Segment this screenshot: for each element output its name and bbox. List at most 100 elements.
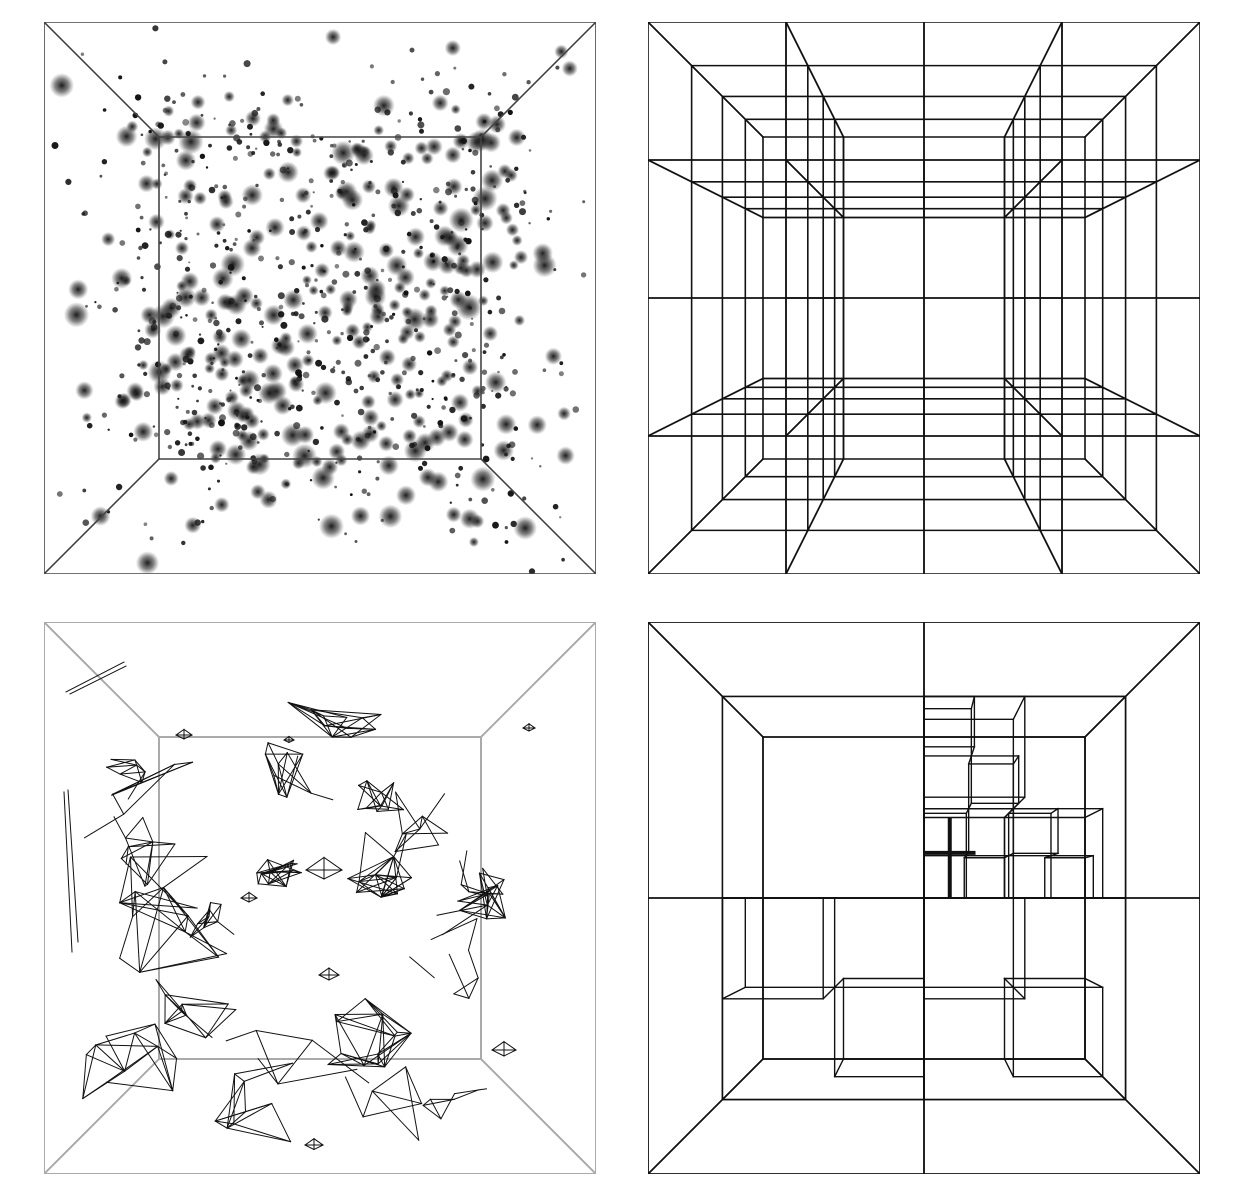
particle-dot [256, 107, 261, 111]
particle-blob [418, 288, 431, 302]
particle-dot [414, 328, 418, 333]
particle-dot [473, 392, 480, 399]
particle-dot [181, 540, 186, 546]
tetra-edge [248, 897, 258, 903]
mesh-edge [127, 841, 154, 848]
particle-dot [143, 391, 150, 398]
particle-dot [302, 371, 310, 379]
particle-blob [513, 250, 529, 265]
particle-dot [509, 390, 516, 397]
particle-dot [177, 397, 180, 400]
particle-dot [494, 105, 500, 112]
mesh-edge [357, 780, 368, 787]
mesh-edge [95, 1044, 159, 1047]
mesh-edge [364, 997, 384, 1015]
mesh-edge [362, 1090, 373, 1118]
particle-dot [355, 437, 361, 442]
particle-dot [375, 189, 381, 195]
particle-dot [558, 371, 564, 377]
particle-dot [201, 519, 205, 524]
particle-dot [138, 337, 145, 344]
particle-dot [308, 358, 311, 362]
mesh-edge [394, 1032, 412, 1037]
particle-dot [471, 348, 476, 353]
particle-dot [354, 163, 358, 166]
tetra-edge [522, 723, 530, 729]
particle-blob [301, 354, 315, 367]
particle-dot [528, 149, 532, 152]
particle-dot [107, 428, 110, 431]
mesh-edge [124, 816, 144, 839]
particle-dot [152, 25, 159, 32]
subcube-edge [970, 695, 976, 710]
particle-dot [114, 287, 119, 292]
particle-dot [314, 339, 319, 343]
mesh-edge [440, 1092, 456, 1120]
particle-blob [329, 239, 347, 257]
mesh-edge [277, 763, 288, 798]
particle-dot [225, 462, 228, 465]
particle-dot [299, 103, 304, 107]
particle-dot [451, 310, 458, 317]
particle-dot [352, 290, 357, 294]
mesh-edge [380, 893, 399, 898]
subcube-edge [1003, 854, 1010, 859]
mesh-edge [146, 843, 176, 886]
mesh-edge [363, 1013, 384, 1067]
particle-blob [204, 308, 218, 322]
particle-dot [370, 348, 376, 354]
particle-blob [418, 468, 438, 487]
mesh-edge [267, 871, 302, 885]
mesh-edge [358, 831, 367, 883]
tetra-edge [491, 1040, 505, 1051]
particle-dot [207, 318, 213, 324]
particle-blob [442, 322, 457, 337]
particle-dot [279, 197, 285, 203]
mesh-edge [392, 855, 413, 879]
particle-dot [86, 422, 93, 429]
depth-edge [479, 457, 596, 574]
particle-blob [361, 179, 377, 194]
particle-dot [222, 238, 227, 243]
particle-dot [301, 265, 306, 270]
mesh-edge [129, 855, 208, 858]
mesh-edge [286, 753, 304, 798]
particle-blob [444, 39, 461, 57]
mesh-edge [379, 805, 404, 811]
mesh-edge [371, 1066, 407, 1092]
particle-blob [556, 446, 575, 465]
mesh-edge [457, 892, 490, 902]
particle-blob [532, 243, 553, 264]
particle-blob [295, 225, 312, 242]
particle-blob [373, 124, 385, 136]
tetra-edge [313, 1138, 324, 1146]
mesh-edge [366, 780, 383, 794]
particle-dot [345, 378, 353, 386]
particle-dot [167, 444, 173, 450]
grid-lines [648, 22, 1200, 574]
particle-dot [320, 426, 324, 430]
mesh-edge [310, 792, 334, 801]
particle-blob [175, 150, 197, 171]
particle-dot [510, 456, 515, 461]
mesh-edge [257, 1057, 279, 1085]
particle-dot [295, 404, 303, 412]
particle-dot [192, 317, 198, 322]
mesh-edge [285, 862, 292, 888]
particle-dot [359, 385, 365, 391]
particle-dot [155, 361, 161, 368]
mesh-edge [429, 1098, 442, 1120]
particle-blob [266, 113, 281, 128]
particle-dot [229, 247, 233, 252]
particle-dot [441, 295, 447, 301]
particle-blob [401, 356, 418, 373]
mesh-edge [156, 1045, 178, 1060]
mesh-edge [347, 877, 399, 895]
particle-dot [420, 77, 425, 81]
particle-dot [274, 430, 280, 437]
particle-dot [443, 396, 448, 401]
particle-dot [310, 264, 314, 268]
particle-dot [380, 268, 385, 273]
mesh-edge [358, 874, 377, 883]
mesh-edge [374, 874, 399, 895]
